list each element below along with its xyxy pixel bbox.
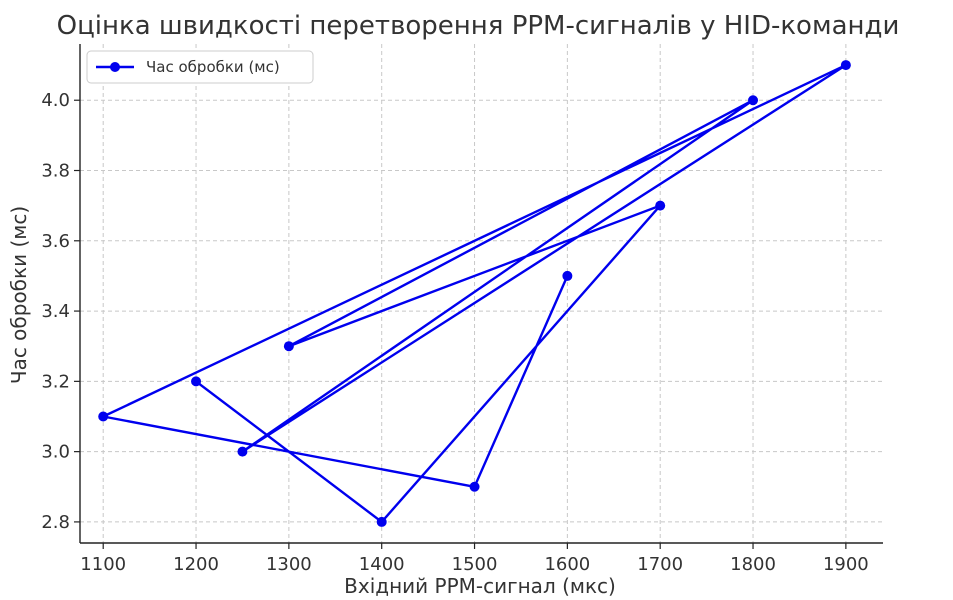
legend-label: Час обробки (мс) xyxy=(146,58,280,76)
data-point xyxy=(191,376,202,387)
y-tick-label: 2.8 xyxy=(41,512,70,533)
data-point xyxy=(98,411,109,422)
series-layer xyxy=(98,60,851,527)
x-tick-label: 1900 xyxy=(823,554,869,575)
series-line xyxy=(101,63,848,524)
x-tick-label: 1700 xyxy=(637,554,683,575)
x-tick-label: 1500 xyxy=(452,554,498,575)
data-point xyxy=(655,200,666,211)
y-tick-label: 3.0 xyxy=(41,442,70,463)
x-tick-label: 1800 xyxy=(730,554,776,575)
x-tick-label: 1100 xyxy=(80,554,126,575)
y-tick-label: 3.6 xyxy=(41,231,70,252)
x-tick-label: 1200 xyxy=(173,554,219,575)
x-tick-label: 1600 xyxy=(544,554,590,575)
data-point xyxy=(469,481,480,492)
grid xyxy=(80,44,883,543)
legend-box xyxy=(86,50,314,84)
y-tick-label: 3.2 xyxy=(41,371,70,392)
data-point xyxy=(562,270,573,281)
legend-marker xyxy=(110,62,120,72)
y-tick-label: 4.0 xyxy=(41,90,70,111)
y-axis-label: Час обробки (мс) xyxy=(7,206,31,384)
x-axis-label: Вхідний PPM-сигнал (мкс) xyxy=(344,574,616,598)
data-point xyxy=(237,446,248,457)
x-tick-label: 1400 xyxy=(359,554,405,575)
data-point xyxy=(748,95,759,106)
x-tick-label: 1300 xyxy=(266,554,312,575)
y-tick-label: 3.8 xyxy=(41,161,70,182)
data-point xyxy=(840,60,851,71)
axes: 1100 1200 1300 1400 1500 1600 1700 1800 1900 2.8 3… xyxy=(41,44,883,575)
legend: Час обробки (мс) xyxy=(86,50,314,84)
chart-title: Оцінка швидкості перетворення PPM-сигнал… xyxy=(57,11,900,41)
data-point xyxy=(376,516,387,527)
y-tick-label: 3.4 xyxy=(41,301,70,322)
data-point xyxy=(283,341,294,352)
